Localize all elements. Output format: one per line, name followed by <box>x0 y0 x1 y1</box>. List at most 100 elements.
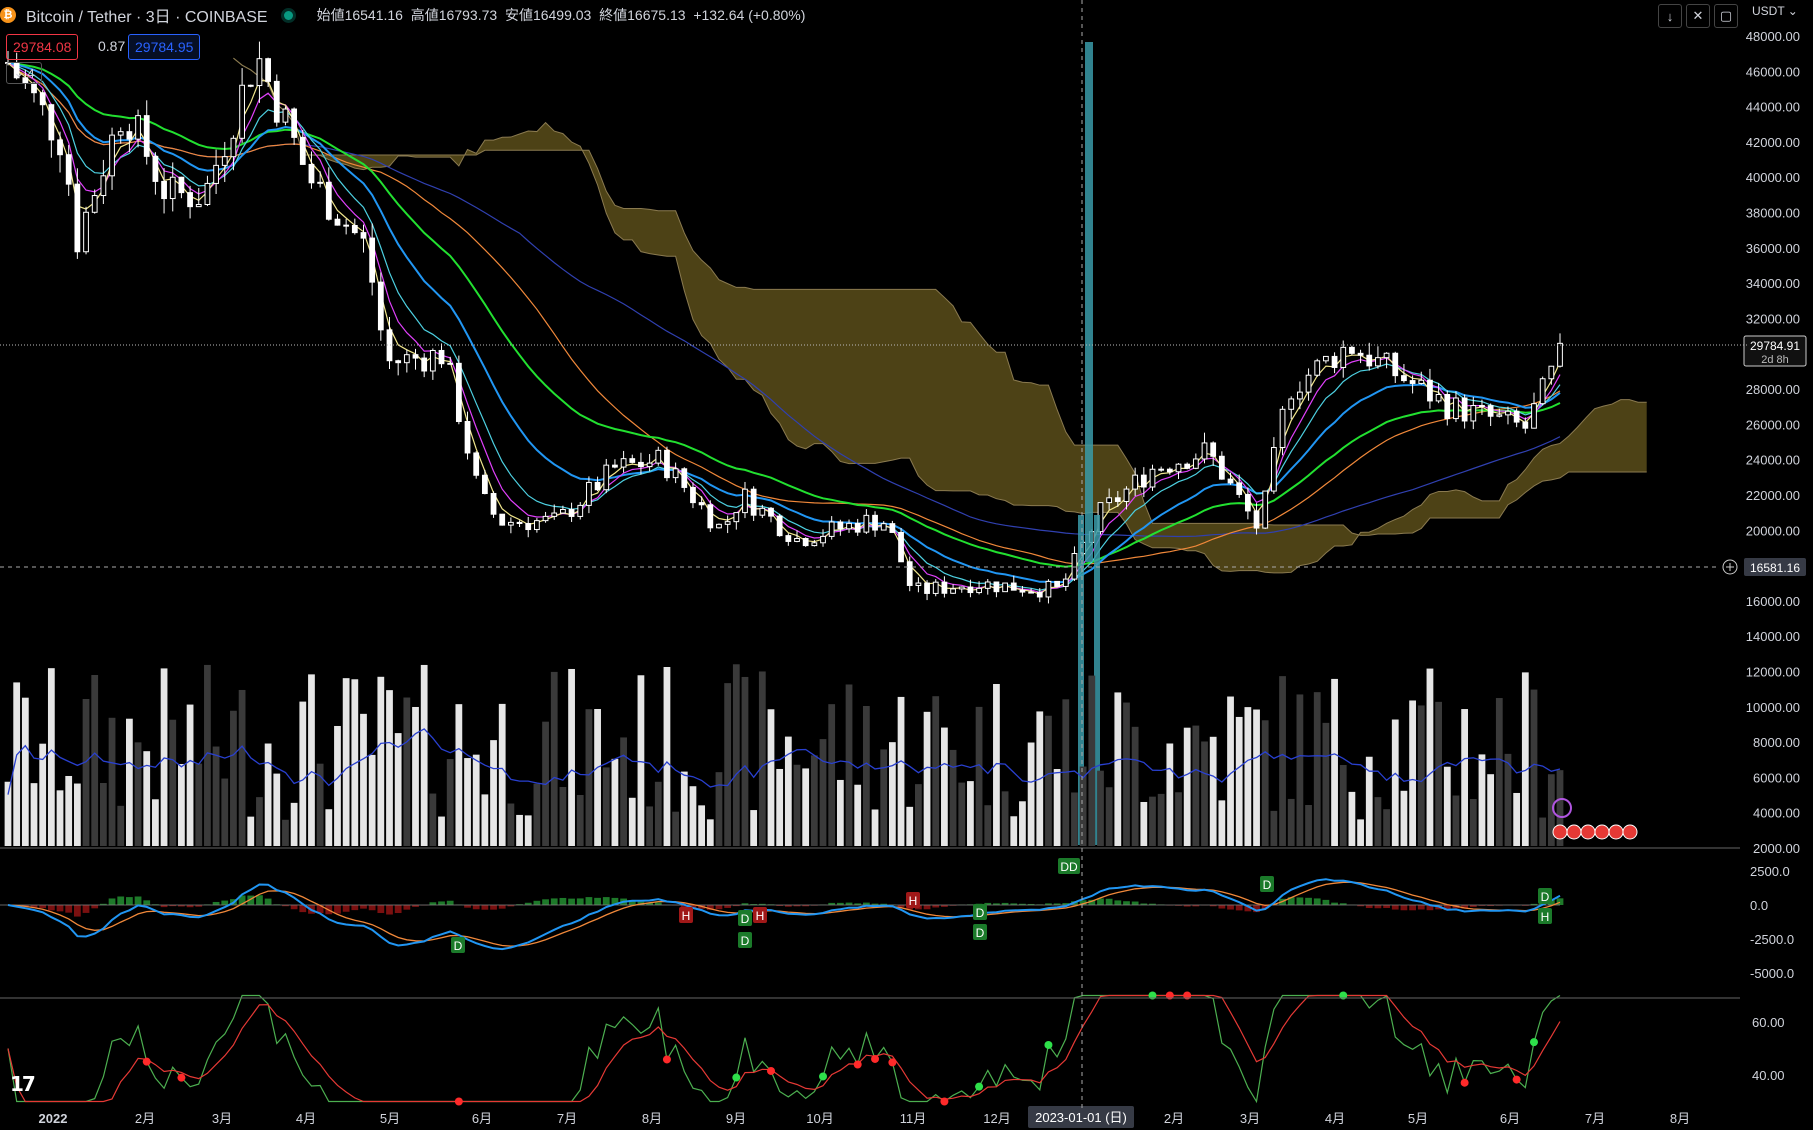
candle[interactable] <box>560 508 566 514</box>
candle[interactable] <box>65 154 72 185</box>
candle[interactable] <box>707 504 714 529</box>
candle[interactable] <box>57 139 63 156</box>
candle[interactable] <box>1062 578 1069 587</box>
candle[interactable] <box>872 514 878 531</box>
candle[interactable] <box>1028 591 1034 594</box>
candle[interactable] <box>915 582 922 586</box>
candle[interactable] <box>1132 474 1139 490</box>
macd-signal-marker[interactable] <box>973 924 987 940</box>
candle[interactable] <box>1270 447 1277 492</box>
candle[interactable] <box>1383 352 1390 359</box>
candle[interactable] <box>1357 352 1364 356</box>
candle[interactable] <box>91 195 98 213</box>
candle[interactable] <box>204 182 211 206</box>
candle[interactable] <box>976 587 982 594</box>
candle[interactable] <box>1323 355 1329 362</box>
macd-signal-marker[interactable] <box>1538 888 1552 904</box>
candle[interactable] <box>143 115 150 157</box>
macd-signal-marker[interactable] <box>1538 908 1552 924</box>
candle[interactable] <box>1218 455 1225 480</box>
candle[interactable] <box>638 461 644 468</box>
candle[interactable] <box>1557 342 1563 367</box>
candle[interactable] <box>1366 354 1373 367</box>
candle[interactable] <box>239 84 245 139</box>
candle[interactable] <box>1435 394 1442 402</box>
macd-signal-marker[interactable] <box>1260 876 1274 892</box>
candle[interactable] <box>299 136 306 165</box>
candle[interactable] <box>1340 346 1347 368</box>
candle[interactable] <box>169 176 176 200</box>
candle[interactable] <box>958 586 965 590</box>
candle[interactable] <box>1548 365 1555 380</box>
candle[interactable] <box>187 192 193 208</box>
candle[interactable] <box>317 181 324 184</box>
buy-button[interactable]: 29784.95 <box>128 34 201 60</box>
candle[interactable] <box>230 137 237 158</box>
candle[interactable] <box>672 468 679 479</box>
candle[interactable] <box>1409 380 1416 384</box>
candle[interactable] <box>1401 375 1407 382</box>
candle[interactable] <box>48 104 55 141</box>
candle[interactable] <box>1479 405 1485 408</box>
us-flag-event-icon[interactable] <box>1608 824 1624 840</box>
candle[interactable] <box>343 224 350 227</box>
candle[interactable] <box>629 458 636 463</box>
candle[interactable] <box>109 134 115 177</box>
candle[interactable] <box>776 515 783 537</box>
candle[interactable] <box>1444 394 1451 420</box>
candle[interactable] <box>481 474 488 495</box>
macd-signal-marker[interactable] <box>973 904 987 920</box>
us-flag-event-icon[interactable] <box>1594 824 1610 840</box>
candle[interactable] <box>438 349 445 365</box>
candle[interactable] <box>794 538 800 542</box>
candle[interactable] <box>1166 468 1173 473</box>
candle[interactable] <box>577 504 584 517</box>
candle[interactable] <box>1244 493 1251 512</box>
candle[interactable] <box>395 360 402 364</box>
candle[interactable] <box>534 520 540 531</box>
candle[interactable] <box>1461 397 1468 422</box>
macd-signal-marker[interactable] <box>753 907 767 923</box>
symbol-title[interactable]: Bitcoin / Tether · 3日 · COINBASE <box>26 9 268 26</box>
candle[interactable] <box>1453 397 1459 420</box>
candle[interactable] <box>1106 497 1113 504</box>
candle[interactable] <box>1349 346 1355 354</box>
candle[interactable] <box>39 92 46 106</box>
candle[interactable] <box>195 204 202 208</box>
macd-signal-marker[interactable] <box>738 932 752 948</box>
lightning-event-icon[interactable] <box>1552 798 1572 818</box>
candle[interactable] <box>1045 580 1052 598</box>
us-flag-event-icon[interactable] <box>1552 824 1568 840</box>
candle[interactable] <box>1331 355 1338 368</box>
candle[interactable] <box>551 512 558 517</box>
candle[interactable] <box>716 523 722 529</box>
candle[interactable] <box>247 84 254 87</box>
main-price-pane[interactable] <box>5 41 1647 845</box>
candle[interactable] <box>447 362 454 365</box>
candle[interactable] <box>135 115 141 140</box>
candle[interactable] <box>473 452 480 476</box>
candle[interactable] <box>507 521 514 526</box>
candle[interactable] <box>1375 357 1381 367</box>
candle[interactable] <box>603 464 610 491</box>
candle[interactable] <box>620 458 627 468</box>
close-icon[interactable]: ✕ <box>1686 4 1710 28</box>
candle[interactable] <box>898 531 904 563</box>
candle[interactable] <box>1019 589 1026 593</box>
candle[interactable] <box>100 175 107 197</box>
candle[interactable] <box>932 581 939 594</box>
candle[interactable] <box>542 515 549 522</box>
candle[interactable] <box>1149 468 1156 488</box>
macd-signal-marker[interactable] <box>906 892 920 908</box>
candle[interactable] <box>282 108 289 123</box>
candle[interactable] <box>1210 442 1217 457</box>
candle[interactable] <box>750 488 757 516</box>
candle[interactable] <box>1054 580 1061 587</box>
candle[interactable] <box>265 58 271 82</box>
restore-icon[interactable]: ▢ <box>1714 4 1738 28</box>
candle[interactable] <box>733 512 740 523</box>
candle[interactable] <box>1036 591 1043 598</box>
candle[interactable] <box>811 542 818 547</box>
